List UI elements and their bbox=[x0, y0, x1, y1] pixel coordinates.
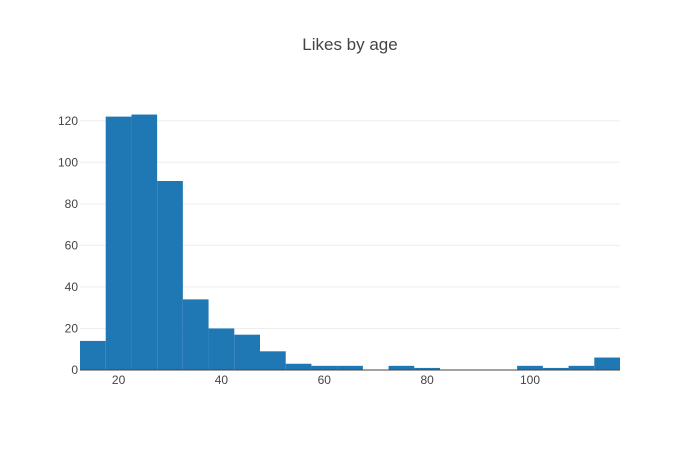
histogram-bar bbox=[542, 367, 569, 370]
x-tick-label: 20 bbox=[112, 373, 126, 387]
x-tick-label: 40 bbox=[215, 373, 229, 387]
histogram-bar bbox=[285, 363, 312, 370]
histogram-bar bbox=[388, 365, 415, 370]
histogram-bar bbox=[414, 367, 440, 370]
histogram-bar bbox=[337, 365, 363, 370]
y-tick-label: 20 bbox=[65, 321, 79, 335]
histogram-bar bbox=[80, 340, 106, 370]
y-tick-label: 60 bbox=[65, 238, 79, 252]
histogram-bar bbox=[234, 334, 260, 370]
y-tick-label: 100 bbox=[58, 155, 78, 169]
axes: 0 20 40 60 80 100 120 20 40 60 80 100 bbox=[58, 114, 620, 387]
y-tick-label: 0 bbox=[71, 363, 78, 377]
y-tick-label: 40 bbox=[65, 280, 79, 294]
histogram-bar bbox=[131, 114, 158, 371]
x-tick-label: 80 bbox=[420, 373, 434, 387]
y-tick-label: 80 bbox=[65, 197, 79, 211]
chart-title: Likes by age bbox=[302, 35, 397, 54]
bars bbox=[80, 114, 620, 371]
histogram-bar bbox=[105, 116, 132, 370]
y-tick-label: 120 bbox=[58, 114, 78, 128]
x-tick-label: 100 bbox=[520, 373, 540, 387]
histogram-bar bbox=[594, 357, 620, 370]
histogram-bar bbox=[182, 299, 209, 370]
histogram-bar bbox=[157, 181, 183, 370]
histogram-bar bbox=[311, 365, 338, 370]
histogram-bar bbox=[517, 365, 543, 370]
histogram-bar bbox=[568, 365, 595, 370]
histogram-bar bbox=[208, 328, 235, 370]
x-tick-label: 60 bbox=[318, 373, 332, 387]
histogram-bar bbox=[260, 351, 286, 370]
